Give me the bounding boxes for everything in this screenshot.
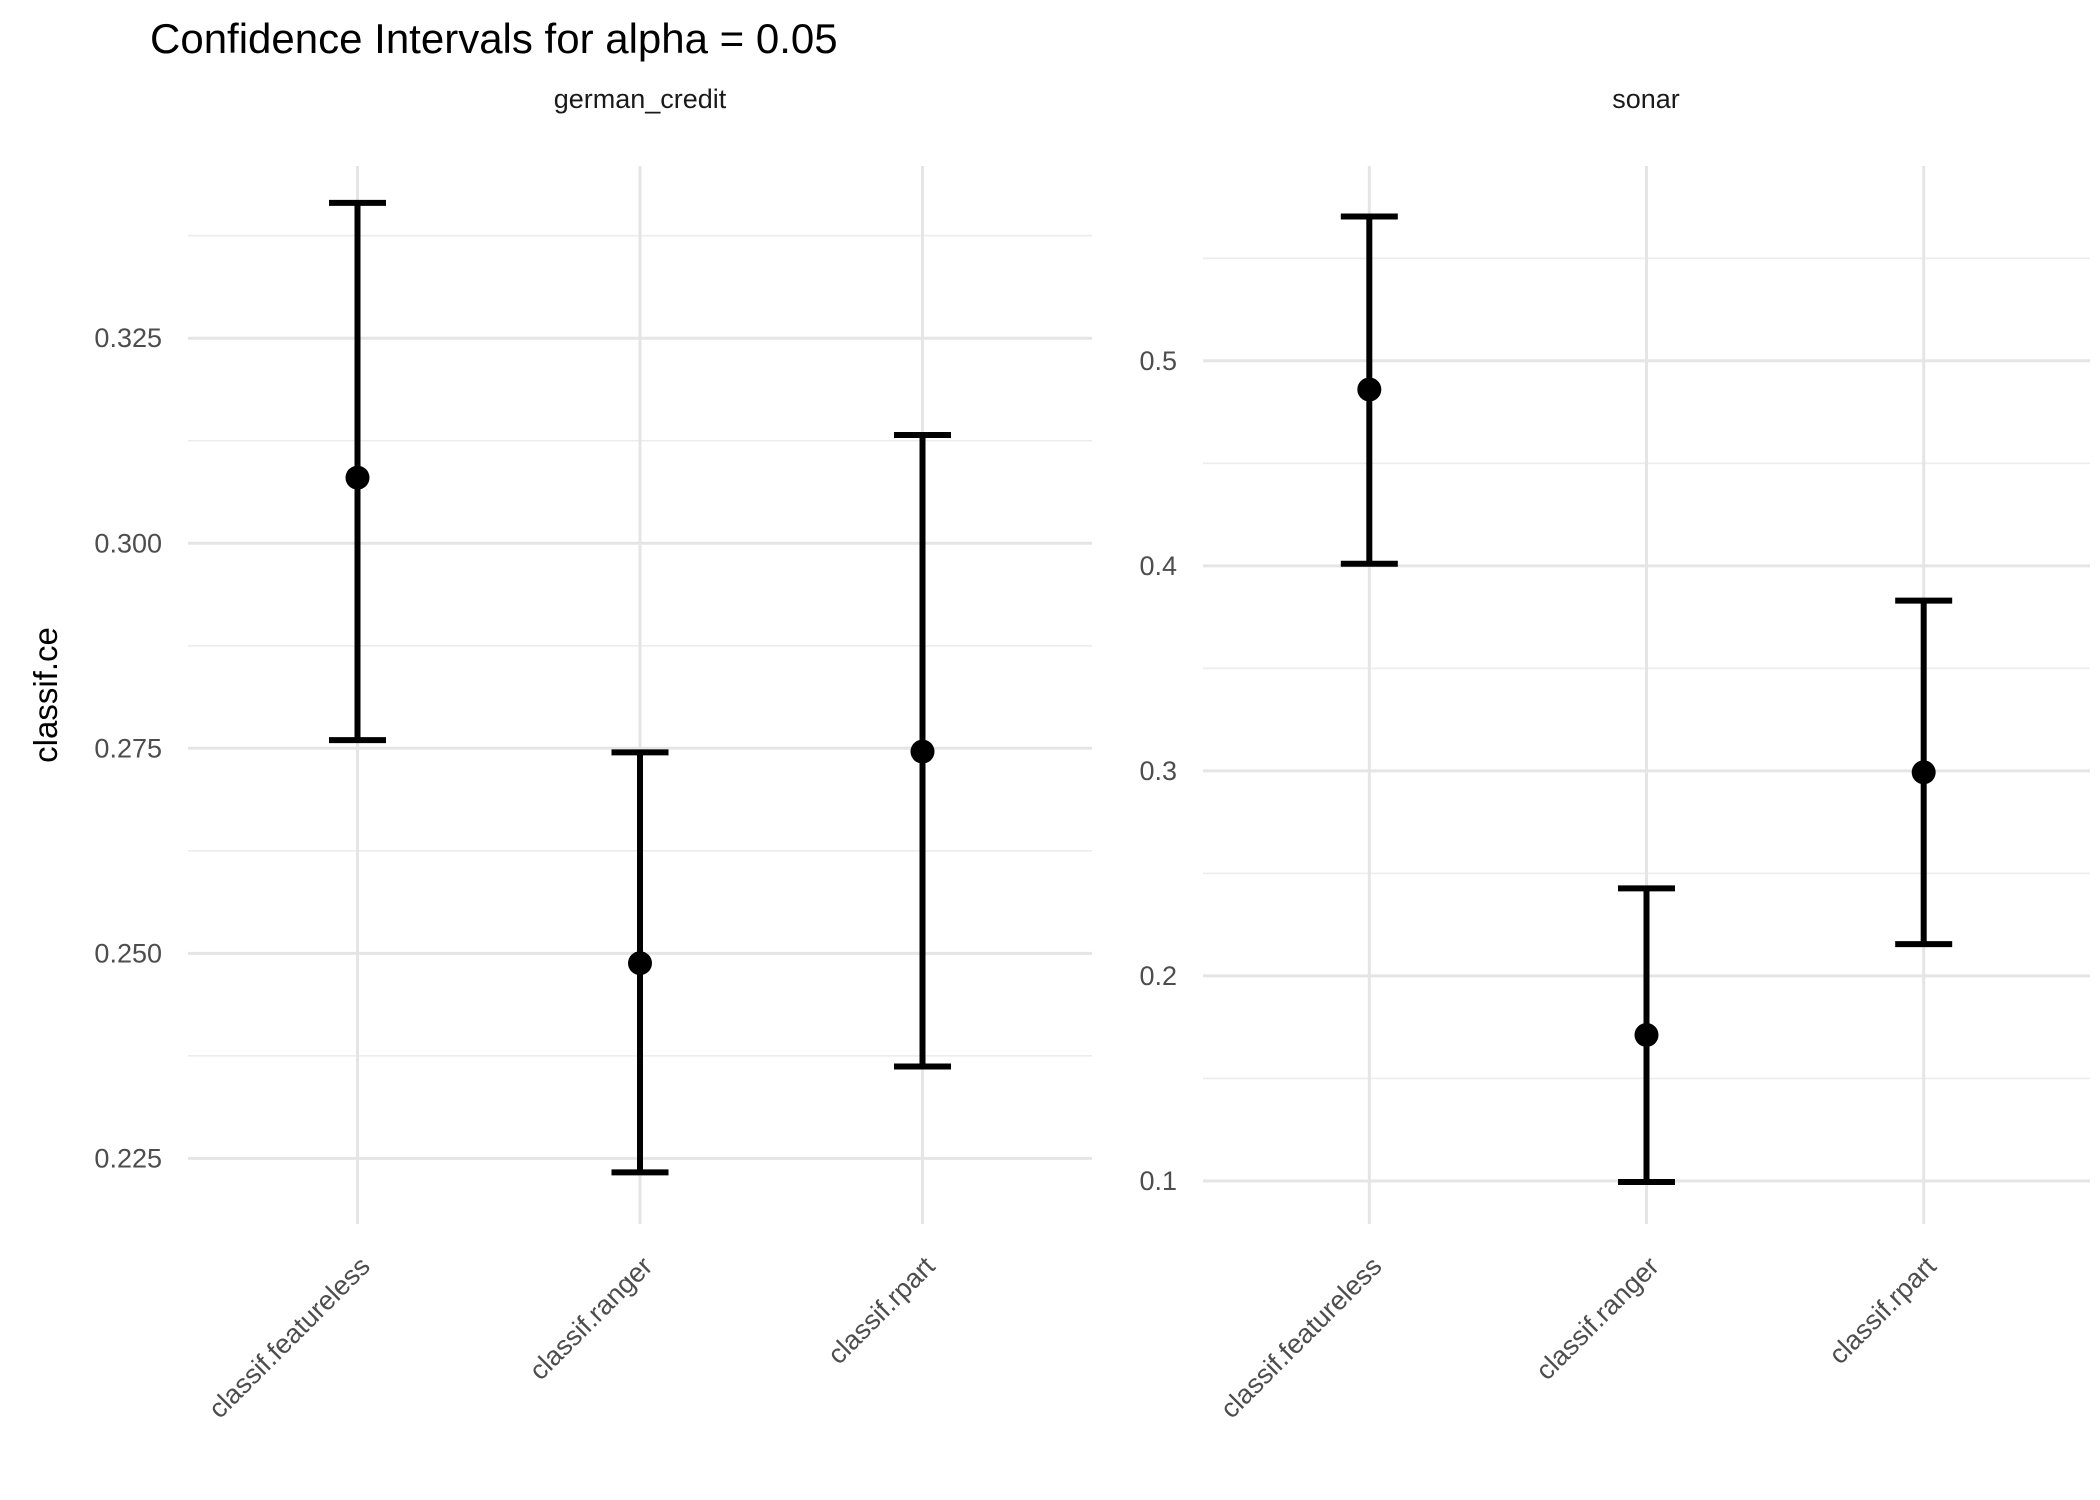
xtick-label-sonar-classif.ranger: classif.ranger xyxy=(1530,1251,1665,1386)
xtick-label-sonar-classif.featureless: classif.featureless xyxy=(1215,1251,1388,1424)
ytick-label-sonar: 0.2 xyxy=(1139,961,1177,991)
facet-strip-german-credit: german_credit xyxy=(553,84,727,114)
chart-title: Confidence Intervals for alpha = 0.05 xyxy=(150,15,838,62)
xtick-label-sonar-classif.rpart: classif.rpart xyxy=(1823,1251,1942,1370)
point-estimate-sonar-classif.ranger xyxy=(1634,1022,1659,1047)
xtick-label-german-credit-classif.rpart: classif.rpart xyxy=(822,1251,941,1370)
point-estimate-sonar-classif.featureless xyxy=(1357,377,1382,402)
point-estimate-sonar-classif.rpart xyxy=(1911,760,1936,785)
ytick-label-german-credit: 0.225 xyxy=(94,1143,162,1173)
ytick-label-german-credit: 0.275 xyxy=(94,733,162,763)
xtick-label-german-credit-classif.featureless: classif.featureless xyxy=(203,1251,376,1424)
ytick-label-sonar: 0.4 xyxy=(1139,551,1177,581)
facet-strip-sonar: sonar xyxy=(1612,84,1680,114)
xtick-label-german-credit-classif.ranger: classif.ranger xyxy=(523,1251,658,1386)
point-estimate-german-credit-classif.rpart xyxy=(910,739,935,764)
ytick-label-sonar: 0.5 xyxy=(1139,346,1177,376)
point-estimate-german-credit-classif.ranger xyxy=(628,951,652,976)
ytick-label-sonar: 0.1 xyxy=(1139,1166,1177,1196)
point-estimate-german-credit-classif.featureless xyxy=(345,465,370,490)
ytick-label-german-credit: 0.300 xyxy=(94,528,162,558)
ytick-label-sonar: 0.3 xyxy=(1139,756,1177,786)
ytick-label-german-credit: 0.250 xyxy=(94,938,162,968)
ytick-label-german-credit: 0.325 xyxy=(94,323,162,353)
